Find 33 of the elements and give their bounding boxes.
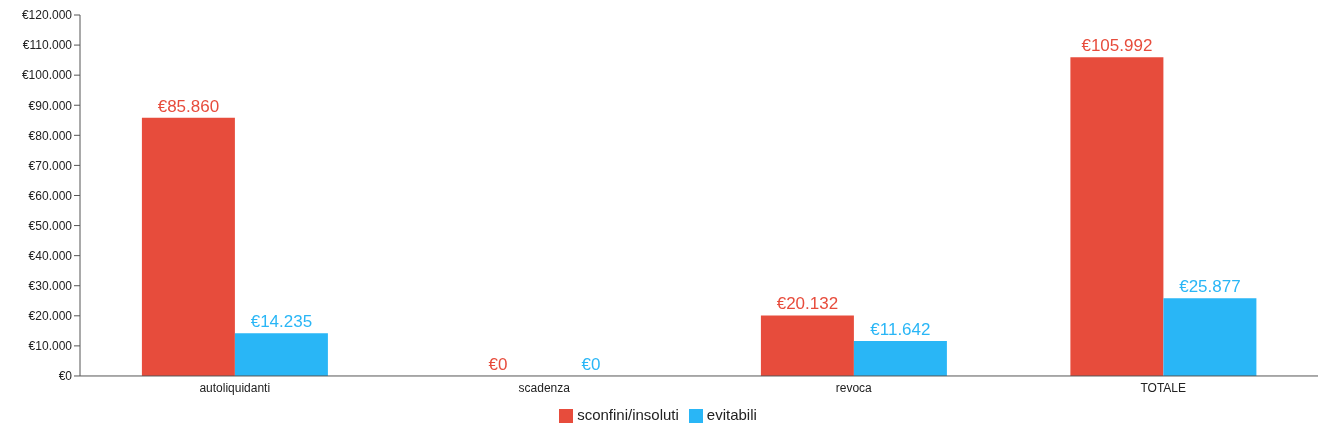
y-tick-label: €10.000 bbox=[28, 339, 73, 354]
legend-label: evitabili bbox=[706, 405, 757, 423]
y-tick-label: €110.000 bbox=[22, 38, 73, 53]
bar bbox=[760, 315, 854, 376]
bar bbox=[234, 333, 328, 376]
y-tick-label: €0 bbox=[58, 369, 73, 384]
bar bbox=[853, 340, 947, 376]
x-tick-label: autoliquidanti bbox=[199, 381, 271, 396]
data-label: €11.642 bbox=[870, 319, 931, 339]
data-label: €25.877 bbox=[1179, 277, 1241, 297]
data-label: €105.992 bbox=[1081, 36, 1153, 56]
y-tick-label: €40.000 bbox=[28, 248, 73, 263]
bar bbox=[1163, 298, 1257, 376]
data-label: €0 bbox=[581, 354, 601, 374]
bar bbox=[1070, 57, 1164, 376]
bar bbox=[141, 117, 235, 376]
data-label: €20.132 bbox=[776, 294, 839, 314]
y-tick-label: €100.000 bbox=[21, 68, 73, 83]
y-tick-label: €30.000 bbox=[28, 278, 73, 293]
data-label: €0 bbox=[488, 354, 508, 374]
data-label: €14.235 bbox=[250, 312, 313, 332]
data-label: €85.860 bbox=[157, 96, 220, 116]
y-tick-label: €80.000 bbox=[28, 128, 73, 143]
y-tick-label: €120.000 bbox=[21, 8, 73, 23]
y-tick-label: €60.000 bbox=[28, 188, 73, 203]
y-tick-label: €20.000 bbox=[28, 309, 73, 324]
x-tick-label: TOTALE bbox=[1140, 381, 1187, 396]
y-tick-label: €70.000 bbox=[28, 158, 73, 173]
legend-label: sconfini/insoluti bbox=[577, 405, 679, 423]
y-tick-label: €50.000 bbox=[28, 218, 73, 233]
y-tick-label: €90.000 bbox=[28, 98, 73, 113]
x-tick-label: scadenza bbox=[518, 381, 571, 396]
x-tick-label: revoca bbox=[835, 381, 873, 396]
